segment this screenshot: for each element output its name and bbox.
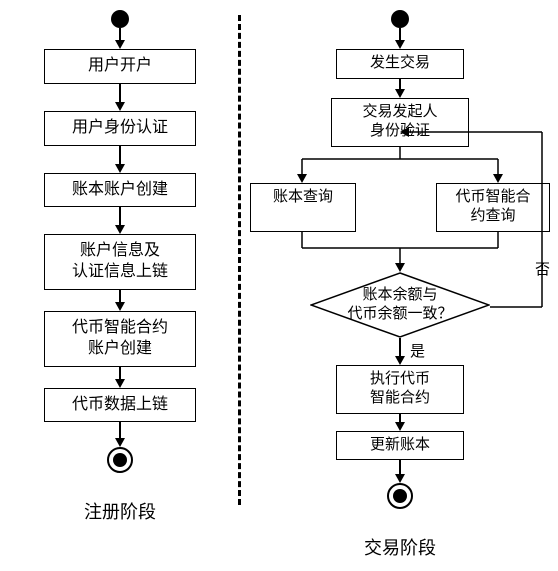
merge-connector [250,232,550,272]
end-node-icon [107,447,133,473]
step-ledger-account-create: 账本账户创建 [44,173,196,208]
decision-text: 账本余额与代币余额一致？ [347,286,452,324]
step-token-contract-create: 代币智能合约账户创建 [44,311,196,367]
split-connector [250,147,550,183]
step-ledger-query: 账本查询 [250,183,356,232]
step-transaction-occur: 发生交易 [336,49,464,79]
right-caption: 交易阶段 [364,534,436,560]
phase-divider [238,15,241,505]
transaction-phase-column: 发生交易 交易发起人身份验证 账本查询 代币智能合约查询 [250,10,550,560]
decision-balance-match: 账本余额与代币余额一致？ [310,272,490,338]
step-account-info-onchain: 账户信息及认证信息上链 [44,234,196,290]
end-node-icon [387,483,413,509]
label-no: 否 [535,258,550,279]
step-token-data-onchain: 代币数据上链 [44,388,196,423]
step-initiator-verify: 交易发起人身份验证 [331,98,469,147]
step-token-contract-query: 代币智能合约查询 [436,183,550,232]
step-execute-contract: 执行代币智能合约 [336,365,464,414]
step-update-ledger: 更新账本 [336,431,464,461]
left-caption: 注册阶段 [84,498,156,524]
start-node-icon [391,10,409,28]
label-yes: 是 [410,340,425,361]
step-open-account: 用户开户 [44,49,196,84]
registration-phase-column: 用户开户 用户身份认证 账本账户创建 账户信息及认证信息上链 代币智能合约账户创… [10,10,230,560]
start-node-icon [111,10,129,28]
step-identity-auth: 用户身份认证 [44,111,196,146]
